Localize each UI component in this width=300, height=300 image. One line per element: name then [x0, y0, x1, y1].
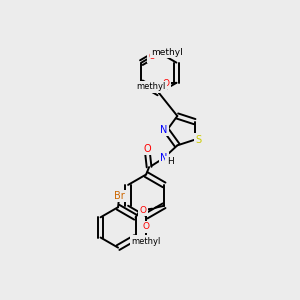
Text: O: O — [142, 222, 150, 231]
Text: N: N — [160, 153, 168, 163]
Text: Br: Br — [114, 191, 125, 201]
Text: N: N — [160, 125, 167, 135]
Text: O: O — [162, 79, 169, 88]
Text: O: O — [144, 144, 152, 154]
Text: methyl: methyl — [152, 48, 183, 57]
Text: O: O — [140, 206, 147, 215]
Text: O: O — [148, 52, 156, 61]
Text: methyl: methyl — [131, 237, 161, 246]
Text: S: S — [195, 135, 202, 145]
Text: methyl: methyl — [136, 82, 165, 91]
Text: H: H — [167, 157, 174, 166]
